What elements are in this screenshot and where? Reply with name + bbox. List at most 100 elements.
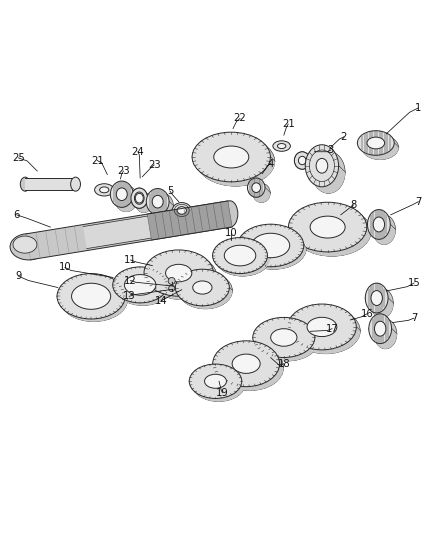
Polygon shape — [26, 201, 232, 260]
Ellipse shape — [135, 193, 143, 203]
Polygon shape — [146, 201, 173, 219]
Text: 7: 7 — [415, 197, 421, 207]
Text: 10: 10 — [225, 228, 237, 238]
Text: 15: 15 — [407, 278, 420, 288]
Polygon shape — [25, 178, 76, 190]
Text: 16: 16 — [360, 309, 374, 319]
Text: 21: 21 — [91, 156, 104, 166]
Ellipse shape — [115, 185, 138, 212]
Polygon shape — [83, 216, 151, 248]
Ellipse shape — [192, 132, 270, 182]
Ellipse shape — [374, 319, 397, 349]
Text: 21: 21 — [282, 119, 295, 129]
Ellipse shape — [367, 137, 385, 149]
Ellipse shape — [95, 184, 114, 196]
Ellipse shape — [240, 227, 307, 269]
Ellipse shape — [117, 188, 127, 200]
Text: 23: 23 — [117, 166, 130, 176]
Ellipse shape — [253, 318, 315, 358]
Ellipse shape — [99, 187, 109, 193]
Ellipse shape — [256, 321, 318, 361]
Ellipse shape — [113, 267, 168, 303]
Ellipse shape — [222, 201, 238, 227]
Text: 7: 7 — [411, 313, 417, 323]
Polygon shape — [253, 337, 318, 361]
Text: 2: 2 — [341, 132, 347, 142]
Ellipse shape — [148, 254, 217, 300]
Ellipse shape — [374, 321, 386, 336]
Ellipse shape — [131, 188, 148, 208]
Polygon shape — [189, 381, 245, 401]
Polygon shape — [110, 194, 138, 212]
Ellipse shape — [175, 269, 230, 306]
Ellipse shape — [247, 178, 265, 197]
Ellipse shape — [277, 143, 286, 149]
Ellipse shape — [172, 203, 191, 219]
Ellipse shape — [214, 146, 249, 168]
Text: 9: 9 — [15, 271, 21, 281]
Ellipse shape — [115, 270, 170, 305]
Ellipse shape — [71, 177, 81, 191]
Text: 8: 8 — [351, 200, 357, 210]
Ellipse shape — [357, 131, 394, 155]
Polygon shape — [144, 273, 217, 300]
Ellipse shape — [177, 207, 187, 214]
Ellipse shape — [312, 151, 345, 193]
Polygon shape — [357, 143, 399, 159]
Ellipse shape — [135, 192, 152, 213]
Text: 19: 19 — [216, 387, 229, 398]
Text: 14: 14 — [155, 296, 167, 305]
Ellipse shape — [289, 202, 367, 252]
Text: 10: 10 — [59, 262, 71, 272]
Polygon shape — [288, 327, 360, 354]
Ellipse shape — [316, 158, 328, 173]
Text: 6: 6 — [14, 210, 20, 220]
Ellipse shape — [252, 183, 261, 192]
Text: 18: 18 — [278, 359, 290, 369]
Polygon shape — [147, 201, 232, 240]
Ellipse shape — [20, 177, 30, 191]
Text: 22: 22 — [233, 114, 247, 124]
Ellipse shape — [57, 273, 125, 319]
Ellipse shape — [232, 354, 260, 374]
Ellipse shape — [217, 345, 283, 391]
Ellipse shape — [371, 288, 393, 318]
Ellipse shape — [71, 283, 111, 309]
Ellipse shape — [369, 314, 392, 344]
Text: 12: 12 — [124, 276, 137, 286]
Text: 5: 5 — [167, 186, 173, 196]
Circle shape — [168, 278, 175, 285]
Ellipse shape — [365, 283, 388, 313]
Ellipse shape — [110, 181, 133, 207]
Ellipse shape — [10, 233, 47, 260]
Text: 4: 4 — [268, 159, 274, 168]
Polygon shape — [192, 157, 275, 186]
Ellipse shape — [307, 317, 337, 336]
Ellipse shape — [253, 183, 270, 203]
Text: 13: 13 — [123, 291, 135, 301]
Ellipse shape — [212, 238, 268, 273]
Ellipse shape — [197, 136, 275, 186]
Ellipse shape — [193, 281, 212, 294]
Ellipse shape — [367, 209, 390, 239]
Ellipse shape — [371, 290, 382, 305]
Ellipse shape — [373, 215, 396, 245]
Ellipse shape — [305, 145, 339, 187]
Ellipse shape — [294, 152, 310, 169]
Ellipse shape — [124, 274, 156, 295]
Ellipse shape — [178, 272, 233, 309]
Polygon shape — [305, 166, 345, 193]
Ellipse shape — [293, 207, 371, 256]
Ellipse shape — [144, 250, 213, 296]
Text: 23: 23 — [148, 160, 160, 170]
Polygon shape — [289, 227, 371, 256]
Text: 24: 24 — [132, 147, 144, 157]
Polygon shape — [131, 198, 152, 213]
Ellipse shape — [273, 141, 290, 151]
Polygon shape — [237, 246, 307, 269]
Ellipse shape — [252, 233, 290, 257]
Ellipse shape — [13, 236, 37, 253]
Text: 11: 11 — [124, 255, 137, 265]
Ellipse shape — [60, 276, 128, 321]
Polygon shape — [212, 255, 270, 276]
